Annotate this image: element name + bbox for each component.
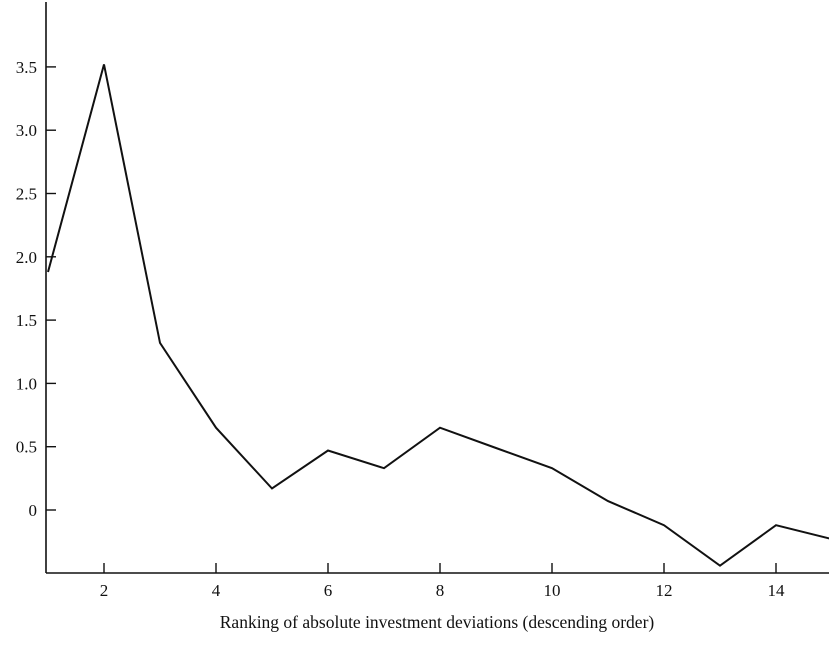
x-tick-label: 14	[768, 581, 786, 600]
y-tick-label: 2.0	[16, 248, 37, 267]
x-ticks: 2 4 6 8 10 12 14	[100, 563, 785, 600]
x-tick-label: 8	[436, 581, 445, 600]
axes	[45, 2, 829, 574]
series-line	[47, 64, 829, 567]
y-tick-label: 0	[29, 501, 38, 520]
series-layer	[47, 64, 829, 567]
x-tick-label: 2	[100, 581, 109, 600]
y-ticks: 0 0.5 1.0 1.5 2.0 2.5 3.0 3.5	[16, 58, 56, 520]
x-tick-label: 4	[212, 581, 221, 600]
x-tick-label: 10	[544, 581, 561, 600]
x-tick-label: 12	[656, 581, 673, 600]
y-tick-label: 2.5	[16, 185, 37, 204]
y-tick-label: 3.5	[16, 58, 37, 77]
y-tick-label: 1.5	[16, 311, 37, 330]
y-tick-label: 3.0	[16, 121, 37, 140]
y-tick-label: 1.0	[16, 374, 37, 393]
x-tick-label: 6	[324, 581, 333, 600]
x-axis-title: Ranking of absolute investment deviation…	[220, 612, 655, 632]
y-tick-label: 0.5	[16, 438, 37, 457]
